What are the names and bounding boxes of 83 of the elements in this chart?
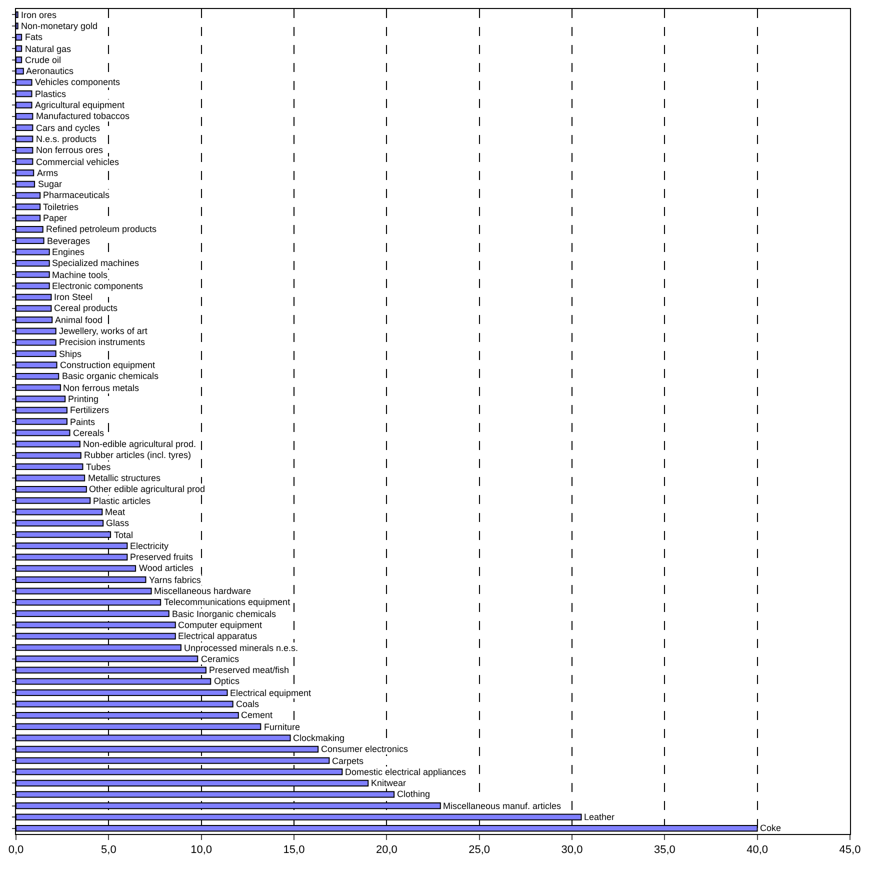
- y-tick-label: Domestic electrical appliances: [345, 767, 467, 777]
- y-tick-label: Clockmaking: [293, 733, 345, 743]
- y-tick-label: Electrical equipment: [230, 688, 312, 698]
- y-tick-label: Engines: [52, 247, 86, 257]
- y-tick-label: Metallic structures: [88, 473, 162, 483]
- y-tick-label: Beverages: [47, 236, 91, 246]
- y-tick-label: Cars and cycles: [36, 123, 101, 133]
- y-tick-label: Aeronautics: [26, 66, 74, 76]
- y-tick-label: Clothing: [397, 789, 430, 799]
- y-tick-label: Toiletries: [43, 202, 80, 212]
- y-tick-label: Arms: [37, 168, 58, 178]
- y-tick-label: Refined petroleum products: [46, 224, 158, 234]
- y-tick-label: Paper: [43, 213, 68, 223]
- x-tick-label: 10,0: [190, 844, 212, 856]
- y-tick-label: Printing: [68, 394, 99, 404]
- y-tick-label: Plastic articles: [93, 496, 152, 506]
- y-tick-label: Glass: [106, 518, 130, 528]
- y-tick-label: Iron ores: [21, 10, 58, 20]
- y-tick-label: Agricultural equipment: [35, 100, 126, 110]
- y-tick-label: Ceramics: [201, 654, 240, 664]
- y-tick-label: Construction equipment: [60, 360, 156, 370]
- y-tick-label: Unprocessed minerals n.e.s.: [184, 643, 298, 653]
- y-tick-label: Animal food: [55, 315, 103, 325]
- y-tick-label: Leather: [584, 812, 615, 822]
- y-tick-label: Non ferrous ores: [36, 145, 104, 155]
- y-tick-label: Non ferrous metals: [63, 383, 140, 393]
- y-tick-label: Pharmaceuticals: [43, 190, 110, 200]
- y-tick-label: Machine tools: [52, 270, 108, 280]
- y-tick-label: Ships: [59, 349, 82, 359]
- y-tick-label: Rubber articles (incl. tyres): [84, 450, 192, 460]
- y-tick-label: Non-monetary gold: [21, 21, 98, 31]
- x-tick-label: 15,0: [283, 844, 305, 856]
- y-tick-label: Meat: [105, 507, 126, 517]
- y-tick-label: Miscellaneous hardware: [154, 586, 252, 596]
- y-tick-label: Iron Steel: [54, 292, 93, 302]
- y-tick-label: Non-edible agricultural prod.: [83, 439, 196, 449]
- y-tick-label: Electrical apparatus: [178, 631, 258, 641]
- x-tick-label: 30,0: [561, 844, 583, 856]
- y-tick-label: Sugar: [38, 179, 62, 189]
- y-tick-label: Cereal products: [54, 303, 118, 313]
- y-tick-label: Telecommunications equipment: [164, 597, 291, 607]
- y-tick-label: Tubes: [86, 462, 112, 472]
- y-tick-label: Coke: [760, 823, 782, 833]
- y-tick-label: Vehicles components: [35, 77, 121, 87]
- x-tick-label: 5,0: [101, 844, 116, 856]
- y-tick-label: Cereals: [73, 428, 105, 438]
- x-tick-label: 45,0: [839, 844, 861, 856]
- y-tick-label: Other edible agricultural prod: [89, 484, 206, 494]
- y-tick-label: Specialized machines: [52, 258, 140, 268]
- y-tick-label: Optics: [214, 676, 240, 686]
- y-tick-label: Coals: [236, 699, 260, 709]
- y-tick-label: Carpets: [332, 756, 364, 766]
- y-tick-label: Fertilizers: [70, 405, 110, 415]
- y-tick-label: Basic Inorganic chemicals: [172, 609, 277, 619]
- y-tick-label: Commercial vehicles: [36, 157, 120, 167]
- y-tick-label: Preserved fruits: [130, 552, 194, 562]
- y-tick-label: Fats: [25, 32, 44, 42]
- y-tick-label: Miscellaneous manuf. articles: [443, 801, 562, 811]
- y-tick-label: Furniture: [264, 722, 300, 732]
- x-tick-label: 25,0: [468, 844, 490, 856]
- y-tick-label: Paints: [70, 417, 96, 427]
- x-tick-label: 40,0: [746, 844, 768, 856]
- y-tick-label: Computer equipment: [178, 620, 263, 630]
- y-tick-label: Preserved meat/fish: [209, 665, 290, 675]
- y-tick-label: Precision instruments: [59, 337, 146, 347]
- y-tick-label: Electricity: [130, 541, 170, 551]
- y-tick-label: Manufactured tobaccos: [36, 111, 130, 121]
- y-tick-label: Electronic components: [52, 281, 144, 291]
- y-tick-label: Cement: [241, 710, 274, 720]
- x-tick-label: 20,0: [376, 844, 398, 856]
- y-tick-label: Knitwear: [371, 778, 406, 788]
- y-tick-label: Yarns fabrics: [149, 575, 202, 585]
- x-tick-label: 0,0: [8, 844, 24, 856]
- y-tick-label: Natural gas: [25, 44, 72, 54]
- y-tick-label: Consumer electronics: [321, 744, 409, 754]
- y-tick-label: N.e.s. products: [36, 134, 98, 144]
- y-tick-label: Jewellery, works of art: [59, 326, 148, 336]
- y-tick-label: Basic organic chemicals: [62, 371, 160, 381]
- x-tick-label: 35,0: [654, 844, 676, 856]
- y-tick-label: Crude oil: [25, 55, 62, 65]
- y-tick-label: Plastics: [35, 89, 67, 99]
- y-tick-label: Wood articles: [139, 563, 194, 573]
- y-tick-label: Total: [114, 530, 134, 540]
